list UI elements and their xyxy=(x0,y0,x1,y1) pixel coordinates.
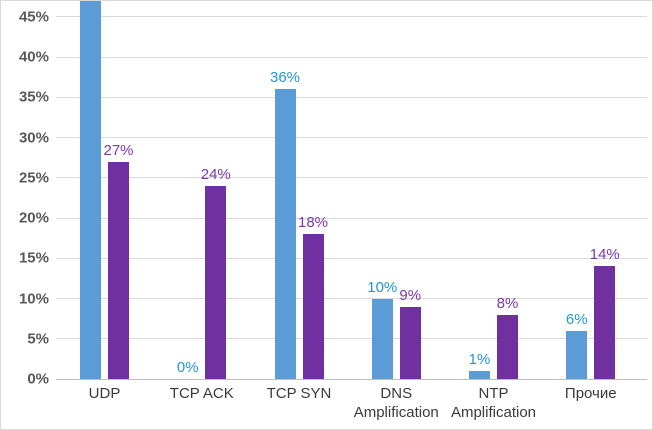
bar-blue-dns-amplification xyxy=(371,298,393,379)
bar-purple-прочие xyxy=(594,266,616,379)
bar-purple-tcp-ack xyxy=(205,185,227,379)
gridline-20% xyxy=(56,217,647,219)
gridline-10% xyxy=(56,298,647,299)
gridline-5% xyxy=(56,338,647,340)
data-label-blue-прочие: 6% xyxy=(565,310,588,328)
x-axis: UDP TCP ACK TCP SYN DNS Amplification NTP Ampl… xyxy=(1,384,652,426)
data-label-blue-ntp-amplification: 1% xyxy=(468,350,491,368)
data-label-purple-tcp-ack: 24% xyxy=(200,165,231,183)
category-label-прочие: Прочие xyxy=(536,384,646,403)
data-label-purple-tcp-syn: 18% xyxy=(297,214,329,232)
y-tick-label-40%: 40% xyxy=(18,48,49,66)
data-label-blue-tcp-syn: 36% xyxy=(269,69,301,87)
data-label-purple-dns-amplification: 9% xyxy=(399,286,422,304)
category-label-line: Amplification xyxy=(450,404,537,421)
category-label-line: Прочие xyxy=(564,385,617,402)
gridline-40% xyxy=(56,56,647,58)
y-tick-label-15%: 15% xyxy=(18,249,49,267)
bar-blue-udp xyxy=(80,1,101,379)
category-label-line: Amplification xyxy=(353,404,439,421)
bar-blue-прочие xyxy=(566,330,588,379)
gridline-35% xyxy=(56,96,647,98)
bar-purple-dns-amplification xyxy=(399,306,421,379)
y-tick-label-20%: 20% xyxy=(18,209,49,227)
data-label-blue-dns-amplification: 10% xyxy=(367,278,398,296)
data-label-blue-tcp-ack: 0% xyxy=(176,359,199,376)
category-label-dns-amplification: DNS Amplification xyxy=(341,384,451,422)
y-tick-label-0%: 0% xyxy=(27,370,49,388)
gridline-15% xyxy=(56,257,647,259)
category-label-tcp-ack: TCP ACK xyxy=(147,384,257,403)
category-label-udp: UDP xyxy=(50,384,160,403)
bar-purple-tcp-syn xyxy=(302,234,324,379)
data-label-purple-ntp-amplification: 8% xyxy=(496,294,519,312)
category-label-line: TCP SYN xyxy=(266,385,332,402)
bar-purple-ntp-amplification xyxy=(497,314,518,379)
bar-blue-tcp-syn xyxy=(274,89,296,379)
category-label-line: NTP xyxy=(478,385,509,402)
category-label-line: DNS xyxy=(380,385,413,402)
y-tick-label-5%: 5% xyxy=(27,330,49,348)
y-axis: 0% 5% 10% 15% 20% 25% 30% 35% 40% 45% xyxy=(1,1,49,387)
category-label-ntp-amplification: NTP Amplification xyxy=(439,384,549,422)
y-tick-label-45%: 45% xyxy=(18,8,49,26)
gridline-30% xyxy=(56,137,647,138)
gridline-25% xyxy=(56,177,647,179)
data-label-purple-udp: 27% xyxy=(103,141,134,159)
data-label-purple-прочие: 14% xyxy=(589,246,620,264)
y-tick-label-10%: 10% xyxy=(18,290,49,307)
bar-purple-udp xyxy=(108,161,129,379)
gridline-45% xyxy=(56,16,647,18)
bar-blue-ntp-amplification xyxy=(469,370,490,379)
y-tick-label-30%: 30% xyxy=(18,129,49,146)
plot-area: 27% 0% 24% 36% 18% 10% 9% 1% 8% 6% 14% xyxy=(56,1,647,380)
category-label-tcp-syn: TCP SYN xyxy=(244,384,354,403)
category-label-line: TCP ACK xyxy=(169,385,234,402)
y-tick-label-25%: 25% xyxy=(18,169,49,187)
category-label-line: UDP xyxy=(88,385,121,402)
y-tick-label-35%: 35% xyxy=(18,88,49,106)
